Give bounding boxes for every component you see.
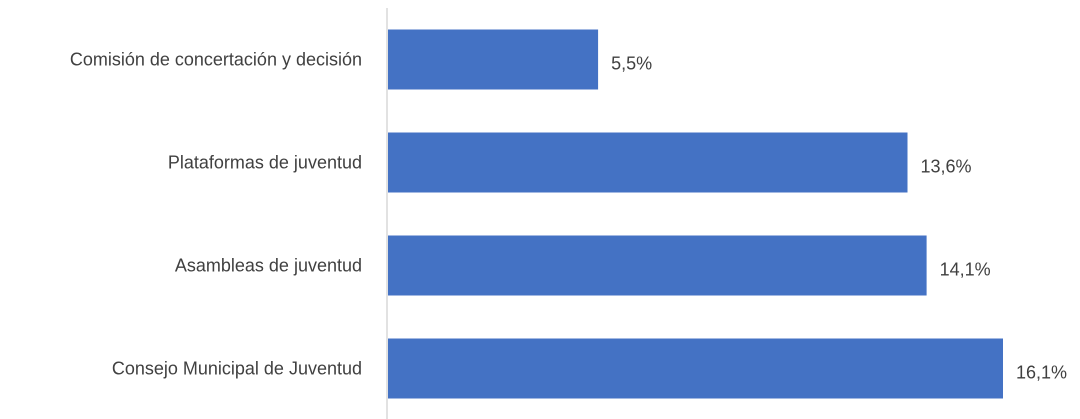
value-label: 14,1% (940, 260, 991, 280)
category-label: Comisión de concertación y decisión (70, 50, 362, 70)
category-label: Consejo Municipal de Juventud (112, 359, 362, 379)
value-labels-group: 5,5% 13,6% 14,1% 16,1% (611, 54, 1067, 383)
bar (388, 132, 908, 193)
category-labels-group: Comisión de concertación y decisión Plata… (70, 50, 362, 379)
value-label: 5,5% (611, 54, 652, 74)
bars-group (388, 29, 1003, 399)
category-label: Plataformas de juventud (168, 153, 362, 173)
value-label: 13,6% (921, 157, 972, 177)
bar (388, 338, 1003, 399)
category-label: Asambleas de juventud (175, 256, 362, 276)
bar (388, 29, 599, 90)
bar (388, 235, 927, 296)
value-label: 16,1% (1016, 363, 1067, 383)
